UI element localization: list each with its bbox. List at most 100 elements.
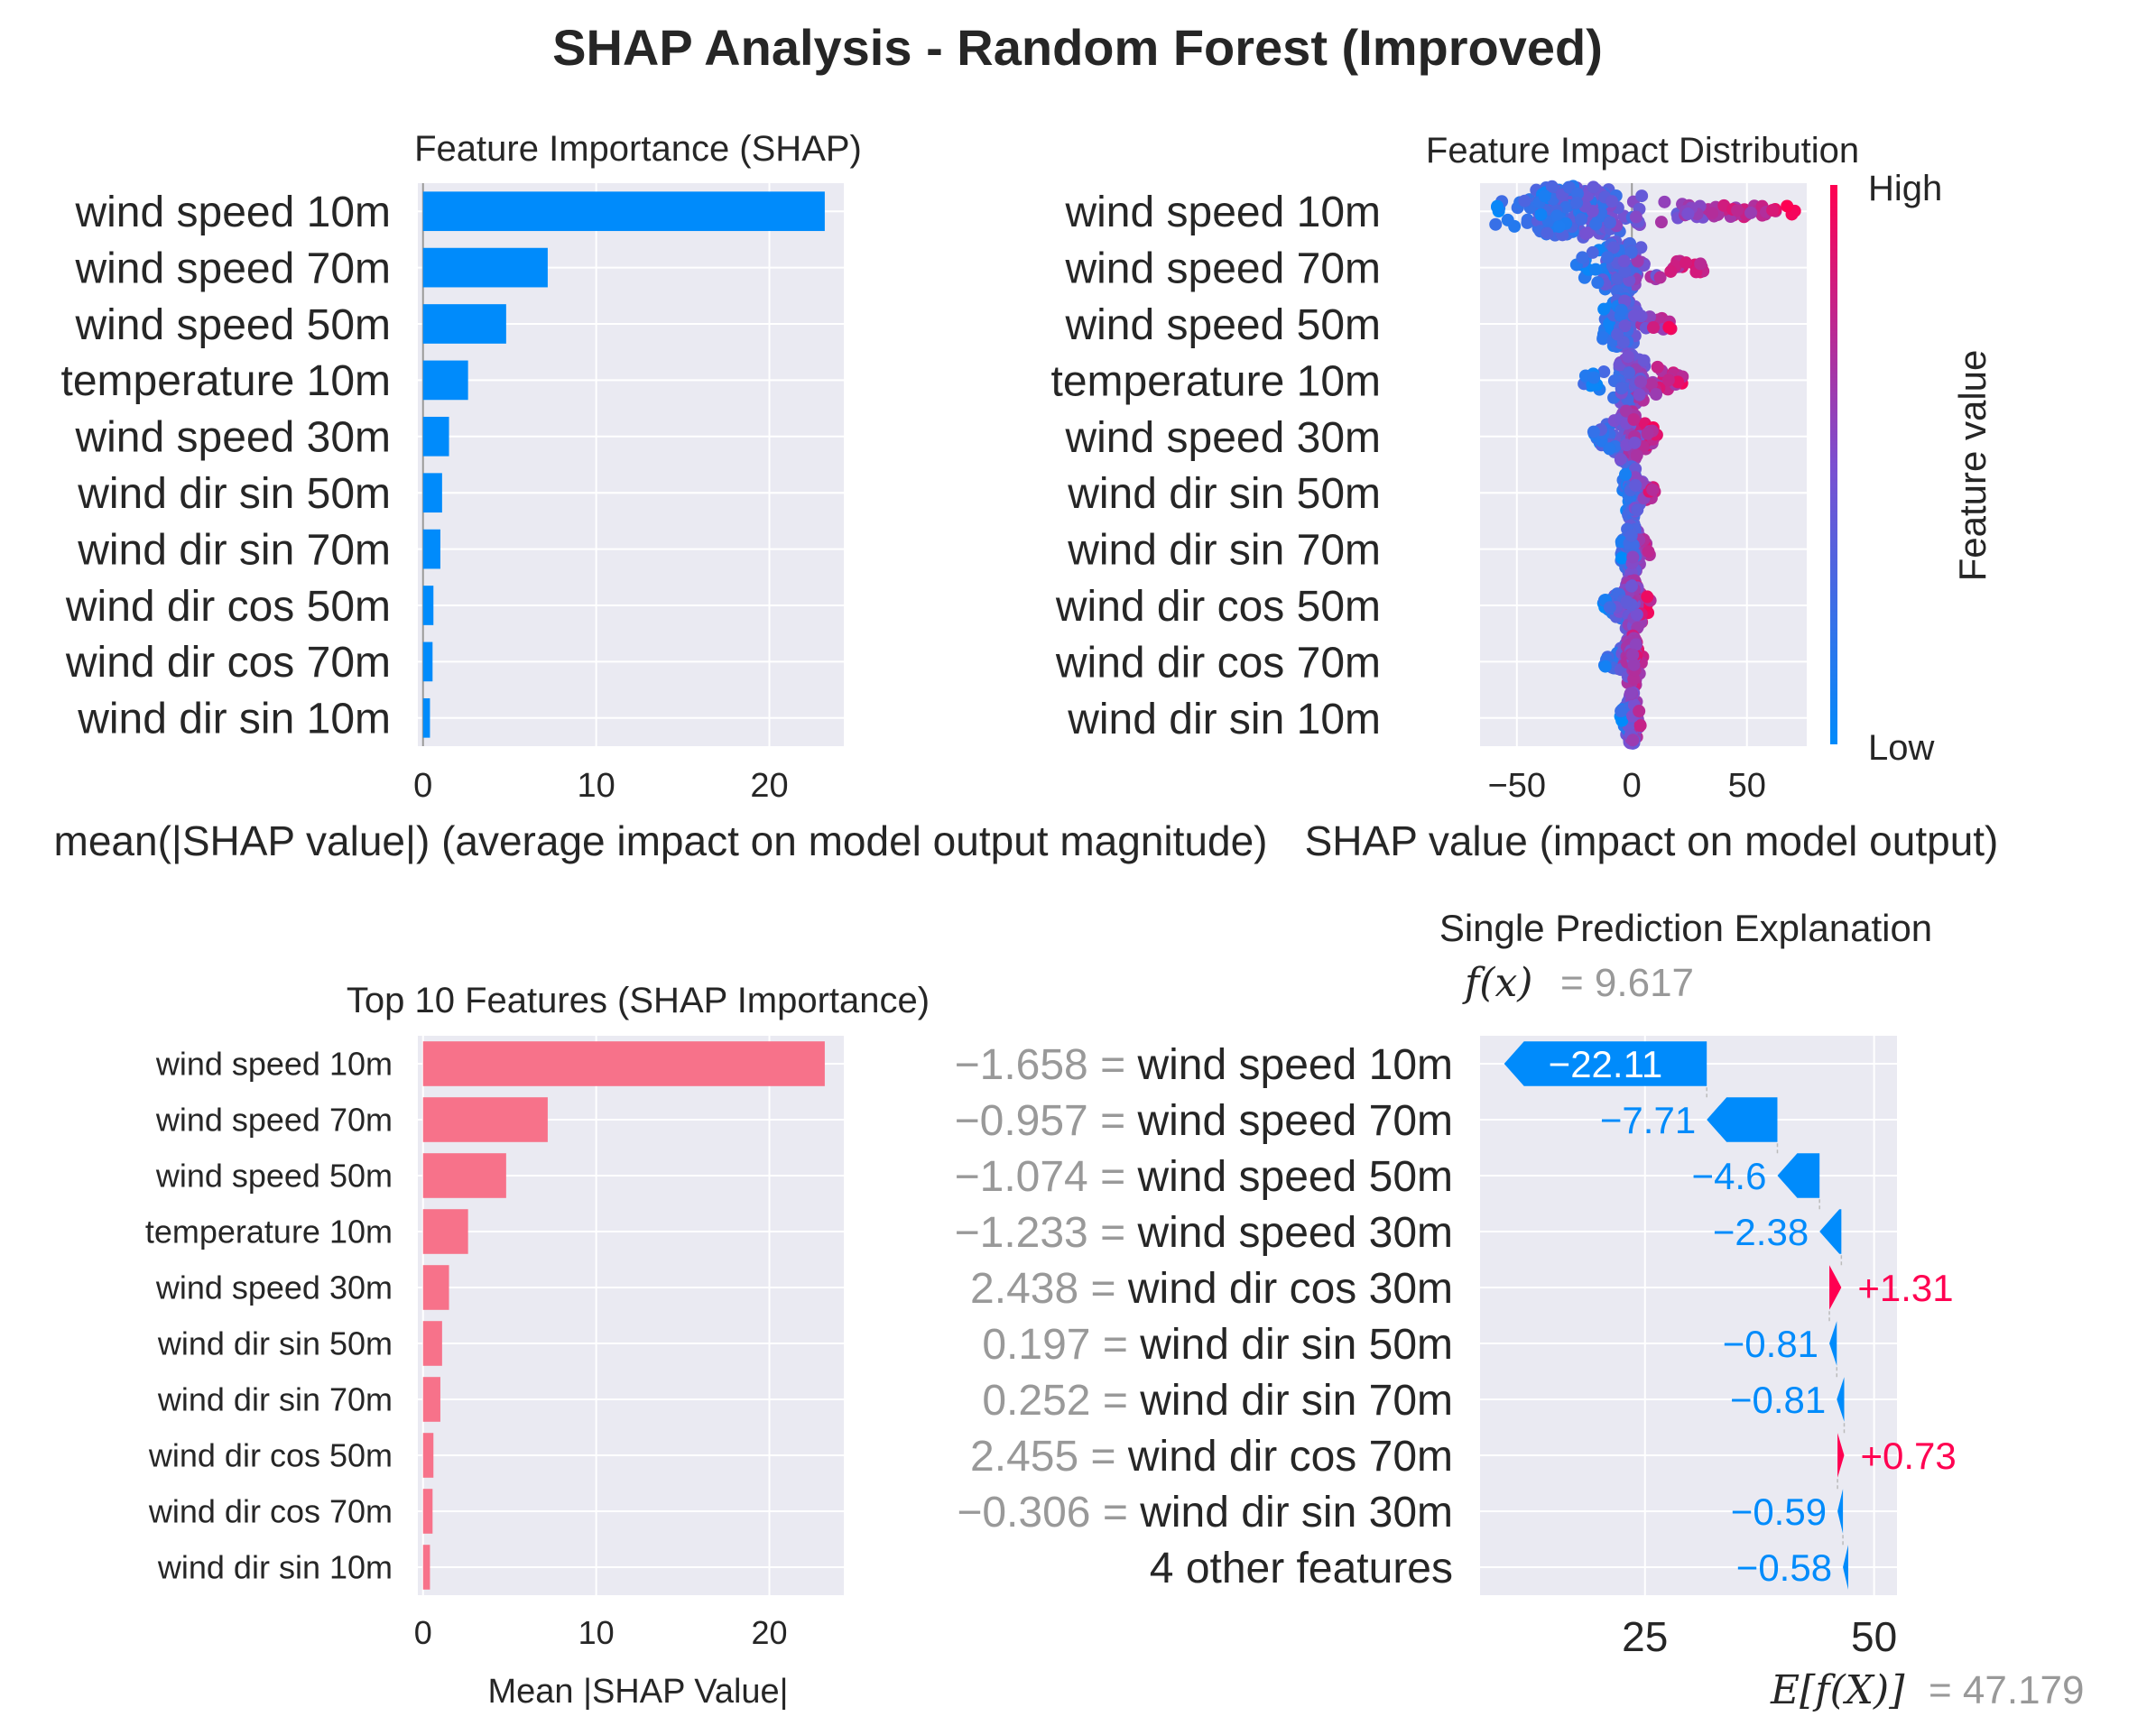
feature-label: wind speed 50m	[155, 1158, 393, 1195]
feature-name: wind dir sin 30m	[1139, 1489, 1453, 1537]
x-tick-label: 0	[413, 767, 432, 805]
shap-dot	[1574, 213, 1587, 226]
shap-dot	[1619, 467, 1633, 481]
panel1-x-ticks: 0 10 20	[413, 767, 788, 805]
panel-top10: Top 10 Features (SHAP Importance) wind s…	[145, 981, 930, 1711]
shap-dot	[1630, 448, 1643, 462]
shap-dot	[1651, 360, 1664, 374]
shap-dot	[1624, 687, 1637, 700]
panel3-x-ticks: 0 10 20	[414, 1614, 788, 1651]
shap-dot	[1622, 350, 1635, 364]
shap-dot	[1589, 263, 1603, 276]
bar	[422, 1489, 433, 1534]
panel2-feature-labels: wind speed 10m wind speed 70m wind speed 5…	[1050, 189, 1381, 743]
panel-impact-distribution: Feature Impact Distribution wind speed 1…	[1050, 131, 1998, 864]
shap-dot	[1587, 425, 1600, 438]
panel3-title: Top 10 Features (SHAP Importance)	[347, 981, 930, 1020]
feature-label: wind dir cos 70m	[65, 639, 391, 687]
x-tick-label: 0	[414, 1614, 432, 1651]
shap-dot	[1597, 365, 1611, 379]
shap-dot	[1618, 319, 1632, 333]
shap-dot	[1629, 210, 1642, 224]
bar	[422, 360, 468, 401]
contribution-label: +1.31	[1857, 1267, 1953, 1309]
feature-label: wind dir cos 50m	[1055, 583, 1381, 631]
feature-label: wind dir sin 10m	[77, 696, 391, 743]
shap-dot	[1617, 254, 1631, 268]
shap-dot	[1615, 714, 1629, 727]
figure-title: SHAP Analysis - Random Forest (Improved)	[552, 19, 1603, 76]
shap-dot	[1570, 196, 1584, 209]
feature-value: −0.306 =	[957, 1489, 1140, 1537]
shap-dot	[1620, 595, 1633, 608]
shap-dot	[1626, 648, 1640, 661]
colorbar-low-label: Low	[1868, 728, 1934, 768]
waterfall-bar	[1843, 1545, 1848, 1590]
feature-label: wind dir sin 70m	[1067, 527, 1381, 575]
feature-value: −1.074 =	[955, 1153, 1138, 1201]
shap-dot	[1615, 551, 1629, 565]
feature-name: wind speed 50m	[1136, 1153, 1453, 1201]
shap-dot	[1631, 503, 1644, 517]
bar	[422, 1097, 548, 1142]
shap-dot	[1603, 216, 1616, 229]
feature-label: wind speed 10m	[1064, 189, 1381, 236]
shap-dot	[1521, 216, 1534, 229]
feature-label: wind speed 30m	[1064, 414, 1381, 462]
waterfall-feature-label: −1.074 = wind speed 50m	[955, 1153, 1453, 1201]
shap-dot	[1627, 412, 1641, 426]
shap-dot	[1491, 199, 1504, 213]
feature-name: wind dir sin 50m	[1139, 1321, 1453, 1369]
shap-dot	[1589, 217, 1603, 231]
shap-dot	[1597, 302, 1611, 316]
x-tick-label: 50	[1728, 767, 1766, 805]
feature-label: wind dir sin 70m	[77, 526, 391, 574]
panel3-feature-labels: wind speed 10m wind speed 70m wind speed 5…	[145, 1046, 393, 1586]
bar	[422, 416, 449, 457]
waterfall-feature-label: −0.306 = wind dir sin 30m	[957, 1489, 1453, 1537]
panel4-gridlines	[1480, 1036, 1897, 1595]
waterfall-feature-label: −1.233 = wind speed 30m	[955, 1209, 1453, 1257]
shap-dot	[1654, 216, 1668, 229]
panel1-feature-labels: wind speed 10m wind speed 70m wind speed 5…	[60, 189, 391, 743]
shap-dot	[1630, 608, 1643, 622]
contribution-label: −22.11	[1549, 1043, 1663, 1085]
bar	[422, 1153, 506, 1198]
bar	[422, 1377, 440, 1422]
panel1-bars	[422, 191, 825, 738]
panel4-title: Single Prediction Explanation	[1439, 907, 1932, 949]
shap-dot	[1624, 245, 1638, 259]
bar	[422, 1209, 468, 1254]
shap-dot	[1580, 189, 1594, 203]
shap-dot	[1615, 303, 1628, 317]
shap-dot	[1634, 375, 1648, 389]
shap-dot	[1615, 705, 1628, 718]
contribution-label: −2.38	[1713, 1211, 1809, 1253]
feature-label: wind dir cos 70m	[148, 1493, 393, 1530]
shap-dot	[1624, 579, 1638, 593]
shap-dot	[1642, 545, 1655, 558]
feature-value: 0.197 =	[982, 1321, 1140, 1369]
shap-dot	[1646, 320, 1660, 334]
shap-dot	[1635, 189, 1649, 203]
bar	[422, 641, 433, 682]
feature-value: −0.957 =	[955, 1097, 1138, 1145]
panel4-x-ticks: 25 50	[1622, 1613, 1897, 1660]
feature-value: −1.233 =	[955, 1209, 1138, 1257]
shap-dot	[1501, 213, 1514, 226]
shap-dot	[1641, 590, 1654, 604]
shap-dot	[1781, 199, 1794, 213]
shap-dot	[1591, 276, 1605, 290]
shap-dot	[1706, 207, 1719, 220]
waterfall-bar	[1819, 1209, 1842, 1254]
waterfall-feature-label: 2.455 = wind dir cos 70m	[970, 1433, 1453, 1481]
contribution-label: +0.73	[1861, 1435, 1957, 1477]
bar	[422, 247, 548, 288]
feature-label: wind speed 30m	[155, 1269, 393, 1306]
feature-label: wind speed 50m	[74, 301, 391, 349]
contribution-label: −4.6	[1692, 1155, 1767, 1197]
shap-dot	[1627, 658, 1641, 671]
waterfall-bar	[1837, 1433, 1845, 1478]
x-tick-label: 10	[577, 767, 615, 805]
shap-dot	[1538, 189, 1551, 203]
